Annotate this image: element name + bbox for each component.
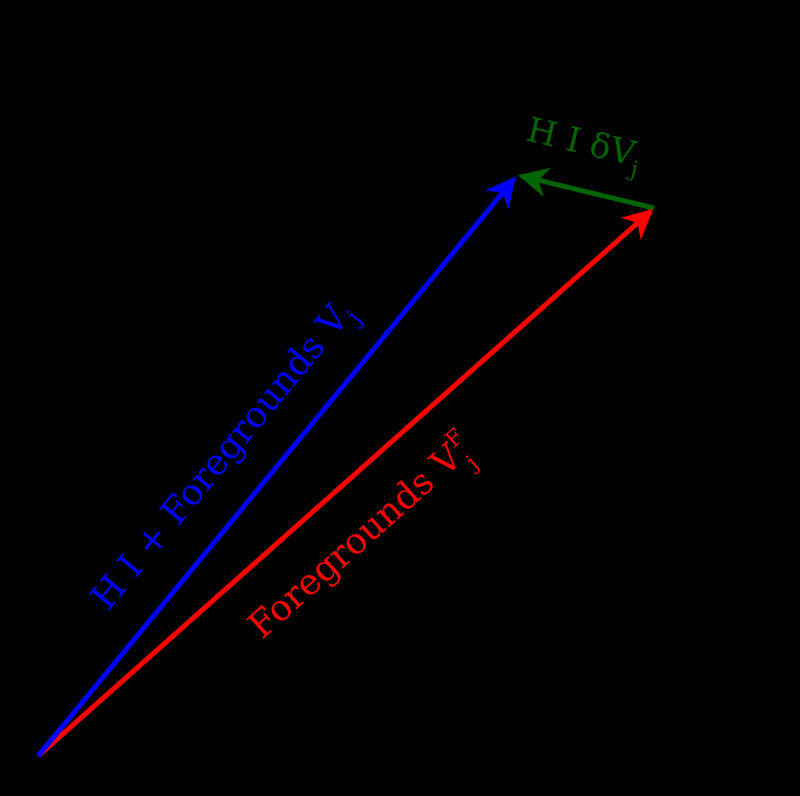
total-vector-arrow bbox=[36, 176, 516, 758]
hi-signal-vector-label-group: H I δVj bbox=[521, 110, 645, 183]
foreground-vector-arrow bbox=[36, 209, 654, 758]
foreground-vector-label-group: Foregrounds VFj bbox=[239, 424, 489, 655]
hi-signal-vector-label: H I δVj bbox=[521, 110, 645, 183]
hi-signal-vector-arrow bbox=[518, 167, 655, 211]
foreground-vector-label: Foregrounds VFj bbox=[239, 424, 489, 655]
